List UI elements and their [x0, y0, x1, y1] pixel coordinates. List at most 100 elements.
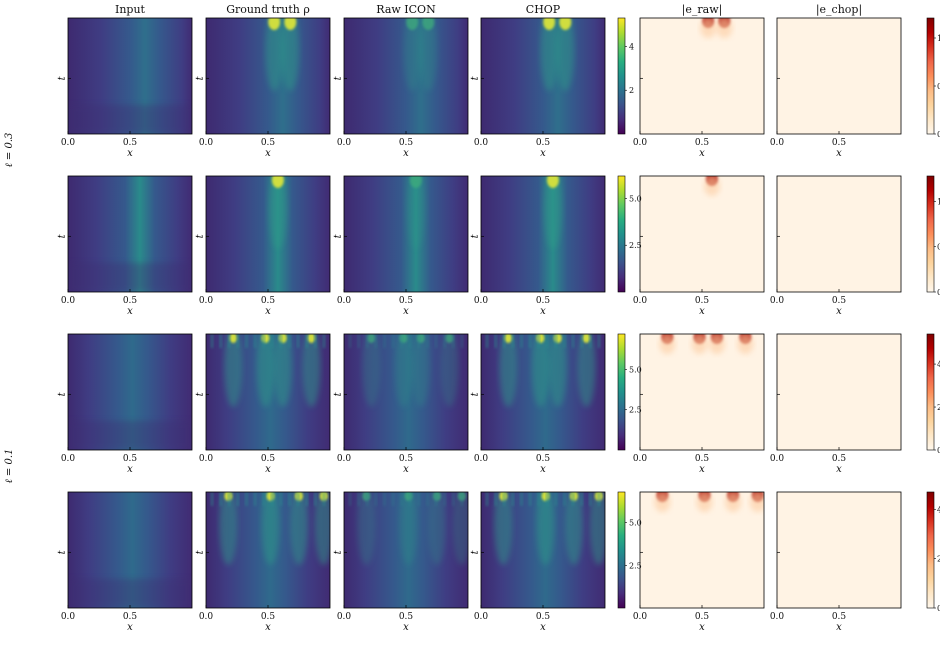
- x-tick-label: 0.5: [123, 138, 138, 148]
- peak-mark: [582, 334, 591, 343]
- value-colorbar-tick: 5.0: [629, 519, 642, 528]
- x-axis-label: x: [265, 306, 271, 317]
- error-colorbar-tick: 0: [937, 446, 940, 455]
- error-field: [777, 492, 901, 608]
- panel-r4-c6: 0.0 0.5x: [770, 491, 902, 633]
- y-axis-label: t: [470, 549, 481, 554]
- value-colorbar-tick: 2.5: [629, 561, 642, 570]
- error-colorbar-tick: 1.2: [937, 34, 940, 43]
- plume-mark: [403, 18, 422, 92]
- column-title-3: Raw ICON: [376, 3, 436, 16]
- x-tick-label: 0.0: [337, 296, 352, 306]
- y-axis-label: t: [333, 391, 344, 396]
- error-colorbar-tick: 0.8: [937, 243, 940, 252]
- x-tick-label: 0.5: [536, 138, 551, 148]
- plume-mark: [440, 334, 459, 408]
- panel-r1-c5: 0.0 0.5x: [633, 17, 765, 159]
- x-axis-label: x: [836, 306, 842, 317]
- plume-mark: [494, 492, 513, 566]
- value-colorbar-tick: 2.5: [629, 406, 642, 415]
- panel-r1-c2: 0.0 0.5x t: [195, 17, 331, 159]
- heatmap-field: [481, 176, 605, 292]
- panel-r2-c4: 0.0 0.5x t: [470, 175, 606, 317]
- panel-r2-c6: 0.0 0.5x: [770, 175, 902, 317]
- x-tick-label: 0.5: [123, 612, 138, 622]
- x-axis-label: x: [836, 464, 842, 475]
- panel-r3-c2: 0.0 0.5x t: [195, 333, 331, 475]
- plume-mark: [224, 334, 243, 408]
- peak-mark: [504, 334, 513, 343]
- x-tick-label: 0.5: [695, 612, 710, 622]
- panel-r1-c3: 0.0 0.5x t: [333, 17, 469, 159]
- plume-mark: [265, 18, 284, 92]
- x-axis-label: x: [540, 306, 546, 317]
- value-colorbar-tick: 5.0: [629, 365, 642, 374]
- panel-r2-c5: 0.0 0.5x: [633, 175, 765, 317]
- x-tick-label: 0.0: [337, 138, 352, 148]
- x-tick-label: 0.0: [199, 454, 214, 464]
- panel-r3-c6: 0.0 0.5x: [770, 333, 902, 475]
- x-tick-label: 0.0: [474, 612, 489, 622]
- row-group-label-2: ℓ = 0.1: [4, 449, 15, 484]
- x-tick-label: 0.0: [474, 454, 489, 464]
- plume-mark: [290, 492, 308, 566]
- x-tick-label: 0.0: [474, 296, 489, 306]
- plume-mark: [268, 176, 287, 250]
- error-colorbar-r2: 0.0 0.8 1.6: [926, 175, 940, 297]
- x-tick-label: 0.0: [770, 454, 785, 464]
- y-axis-label: t: [470, 391, 481, 396]
- x-axis-label: x: [403, 148, 409, 159]
- error-colorbar-tick: 1.6: [937, 197, 940, 206]
- x-tick-label: 0.5: [261, 138, 276, 148]
- column-title-5: |e_raw|: [682, 3, 723, 17]
- x-tick-label: 0.0: [474, 138, 489, 148]
- plume-mark: [543, 176, 562, 250]
- x-tick-label: 0.0: [199, 296, 214, 306]
- x-tick-label: 0.5: [261, 296, 276, 306]
- error-colorbar-r4: 0 2 4: [926, 491, 940, 613]
- peak-mark: [445, 334, 454, 343]
- y-axis-label: t: [333, 75, 344, 80]
- error-field: [640, 176, 764, 292]
- plume-mark: [556, 18, 575, 92]
- plume-mark: [219, 492, 238, 566]
- error-colorbar-r3: 0 2 4: [926, 333, 940, 455]
- x-tick-label: 0.5: [123, 454, 138, 464]
- plume-mark: [577, 334, 596, 408]
- peak-mark: [367, 334, 376, 343]
- y-axis-label: t: [195, 391, 206, 396]
- column-title-6: |e_chop|: [816, 3, 862, 17]
- peak-mark: [284, 18, 297, 30]
- x-axis-label: x: [127, 306, 133, 317]
- x-tick-label: 0.0: [633, 138, 648, 148]
- y-axis-label: t: [333, 549, 344, 554]
- value-colorbar-r4: 2.5 5.0: [617, 491, 642, 609]
- error-colorbar-tick: 4: [937, 360, 940, 369]
- x-tick-label: 0.5: [536, 612, 551, 622]
- plume-mark: [362, 334, 381, 408]
- plume-mark: [499, 334, 518, 408]
- x-axis-label: x: [403, 464, 409, 475]
- peak-mark: [229, 334, 238, 343]
- x-tick-label: 0.0: [61, 454, 76, 464]
- x-axis-label: x: [127, 622, 133, 633]
- x-axis-label: x: [836, 622, 842, 633]
- plume-mark: [452, 492, 468, 566]
- x-axis-label: x: [540, 622, 546, 633]
- peak-mark: [543, 18, 556, 30]
- plume-mark: [536, 492, 555, 566]
- y-axis-label: t: [57, 391, 68, 396]
- plume-mark: [302, 334, 321, 408]
- plume-mark: [281, 18, 300, 92]
- plume-mark: [540, 18, 559, 92]
- panel-r4-c2: 0.0 0.5x t: [195, 491, 331, 633]
- panel-r2-c2: 0.0 0.5x t: [195, 175, 331, 317]
- heatmap-field: [344, 176, 468, 292]
- x-axis-label: x: [403, 622, 409, 633]
- x-tick-label: 0.5: [695, 138, 710, 148]
- error-colorbar-tick: 0.6: [937, 82, 940, 91]
- y-axis-label: t: [195, 549, 206, 554]
- x-tick-label: 0.5: [123, 296, 138, 306]
- y-axis-label: t: [57, 549, 68, 554]
- value-colorbar-tick: 4: [629, 42, 634, 51]
